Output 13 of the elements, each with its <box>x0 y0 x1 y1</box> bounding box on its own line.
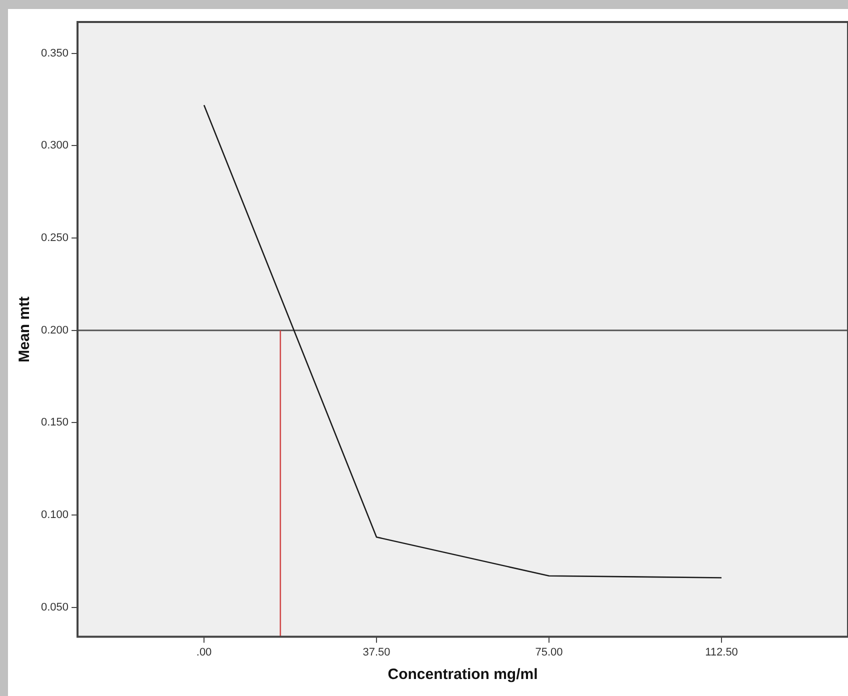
y-tick-label: 0.050 <box>40 601 69 614</box>
x-tick-label: 112.50 <box>705 646 738 658</box>
y-tick-label: 0.150 <box>40 416 69 429</box>
y-tick-label: 0.100 <box>40 508 69 521</box>
x-tick-label: .00 <box>196 646 212 658</box>
y-tick-label: 0.350 <box>40 47 69 60</box>
x-tick-label: 37.50 <box>362 646 390 658</box>
y-axis-title: Mean mtt <box>16 296 34 362</box>
y-tick-label: 0.250 <box>40 232 69 244</box>
x-tick-label: 75.00 <box>535 646 563 658</box>
x-axis-title: Concentration mg/ml <box>388 666 538 684</box>
y-tick-label: 0.300 <box>40 140 69 152</box>
y-tick-label: 0.200 <box>40 324 69 336</box>
